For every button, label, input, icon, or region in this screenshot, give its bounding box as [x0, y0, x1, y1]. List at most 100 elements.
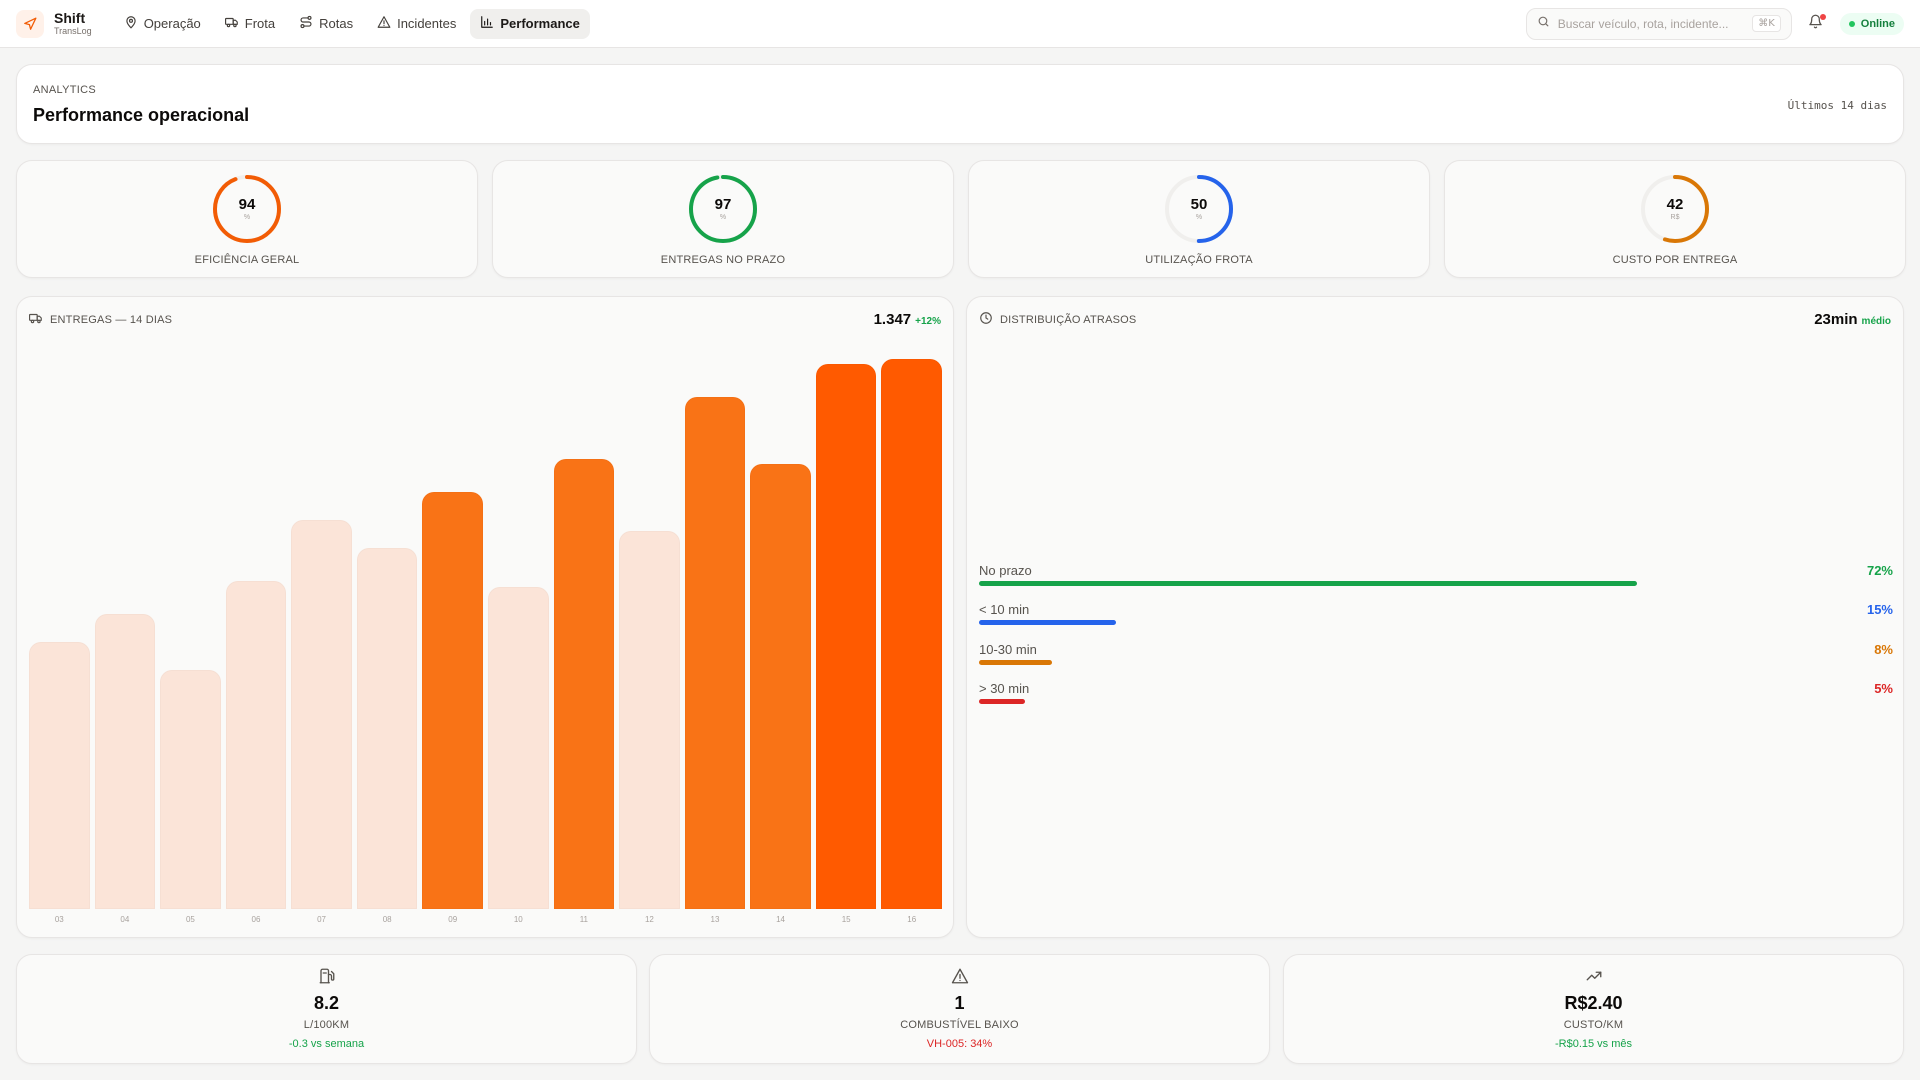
deliveries-total: 1.347: [873, 311, 912, 328]
kpi-label: EFICIÊNCIA GERAL: [194, 254, 300, 266]
stat-label: COMBUSTÍVEL BAIXO: [900, 1019, 1019, 1031]
nav-item-label: Frota: [244, 16, 276, 31]
chart-bar: [225, 580, 287, 909]
brand[interactable]: Shift TransLog: [16, 9, 92, 38]
search-box[interactable]: ⌘K: [1525, 7, 1792, 40]
nav-item-label: Incidentes: [397, 16, 457, 31]
kpi-value: 50: [1190, 196, 1208, 213]
nav-item-performance[interactable]: Performance: [470, 8, 590, 39]
navigation-arrow-icon: [16, 9, 44, 38]
nav-item-label: Rotas: [319, 16, 354, 31]
kpi-unit: %: [1195, 214, 1203, 221]
stat-label: CUSTO/KM: [1563, 1019, 1624, 1031]
nav-item-label: Operação: [143, 16, 201, 31]
stat-sub: -0.3 vs semana: [288, 1038, 365, 1050]
brand-subtitle: TransLog: [54, 26, 92, 36]
chart-bar: [553, 458, 615, 909]
delay-row-bar: [979, 620, 1117, 625]
chart-tick-label: 10: [513, 915, 523, 924]
chart-bar: [815, 364, 877, 909]
progress-ring: 94 %: [211, 173, 283, 245]
chart-tick-label: 03: [54, 915, 64, 924]
kpi-label: UTILIZAÇÃO FROTA: [1145, 254, 1253, 266]
chart-bar: [750, 464, 811, 909]
delay-row-label: > 30 min: [979, 681, 1030, 696]
top-navigation-bar: Shift TransLog Operação Frota Rotas Inci…: [0, 0, 1920, 48]
nav-item-frota[interactable]: Frota: [215, 9, 285, 39]
stat-card-custo-km: R$2.40 CUSTO/KM -R$0.15 vs mês: [1283, 954, 1904, 1064]
chart-bar: [422, 492, 483, 909]
notification-dot: [1819, 13, 1826, 20]
kpi-label: CUSTO POR ENTREGA: [1612, 254, 1738, 266]
chart-tick-label: 09: [448, 915, 458, 924]
kpi-card-utilizacao-frota: 50 % UTILIZAÇÃO FROTA: [968, 160, 1430, 278]
progress-ring: 97 %: [687, 173, 759, 245]
nav-item-rotas[interactable]: Rotas: [289, 9, 363, 39]
delay-row-bar: [979, 699, 1025, 704]
progress-ring: 50 %: [1163, 173, 1235, 245]
map-pin-icon: [124, 15, 138, 32]
search-shortcut: ⌘K: [1752, 15, 1781, 32]
stat-label: L/100KM: [303, 1019, 350, 1031]
status-dot: [1848, 20, 1855, 27]
chart-bar: [29, 642, 90, 909]
deliveries-chart-panel: ENTREGAS — 14 DIAS 1.347 +12% 03 04 05 06 07…: [16, 296, 954, 938]
chart-tick-label: 05: [185, 915, 195, 924]
stat-sub: -R$0.15 vs mês: [1554, 1038, 1633, 1050]
chart-tick-label: 14: [776, 915, 786, 924]
notifications-button[interactable]: [1806, 13, 1826, 34]
deliveries-bar-chart: 03 04 05 06 07 08 09 10 11 12 13 14 15 16: [29, 353, 947, 935]
page-eyebrow: ANALYTICS: [33, 84, 97, 96]
stat-value: R$2.40: [1564, 993, 1623, 1013]
panel-title: ENTREGAS — 14 DIAS: [50, 313, 173, 326]
chart-tick-label: 06: [251, 915, 261, 924]
delay-row-label: < 10 min: [979, 602, 1030, 617]
stat-value: 8.2: [313, 993, 340, 1013]
stat-card-combustivel-baixo: 1 COMBUSTÍVEL BAIXO VH-005: 34%: [649, 954, 1270, 1064]
chart-tick-label: 11: [579, 915, 588, 924]
panel-title: DISTRIBUIÇÃO ATRASOS: [1000, 313, 1137, 326]
kpi-value: 94: [238, 196, 256, 213]
delay-row-label: No prazo: [979, 563, 1032, 578]
status-badge: Online: [1839, 12, 1904, 35]
kpi-card-eficiencia: 94 % EFICIÊNCIA GERAL: [16, 160, 478, 278]
chart-tick-label: 07: [317, 915, 327, 924]
truck-icon: [29, 311, 43, 328]
route-icon: [299, 15, 313, 32]
delay-average-label: médio: [1861, 316, 1891, 327]
period-label: Últimos 14 dias: [1787, 99, 1887, 112]
nav-item-operacao[interactable]: Operação: [114, 9, 211, 39]
chart-tick-label: 16: [907, 915, 917, 924]
delay-row-value: 8%: [1874, 642, 1893, 657]
page-header-card: ANALYTICS Performance operacional Último…: [16, 64, 1904, 144]
stat-card-consumo: 8.2 L/100KM -0.3 vs semana: [16, 954, 637, 1064]
alert-triangle-icon: [951, 967, 969, 985]
kpi-value: 97: [714, 196, 732, 213]
delay-row-value: 5%: [1874, 681, 1893, 696]
chart-bar: [619, 530, 680, 909]
bell-icon: [1808, 14, 1823, 34]
alert-triangle-icon: [377, 15, 391, 32]
bar-chart-icon: [480, 15, 494, 32]
chart-tick-label: 04: [120, 915, 130, 924]
kpi-label: ENTREGAS NO PRAZO: [660, 254, 786, 266]
kpi-unit: %: [719, 214, 727, 221]
search-input[interactable]: [1557, 16, 1745, 31]
chart-tick-label: 08: [382, 915, 392, 924]
delay-row-value: 15%: [1866, 602, 1893, 617]
kpi-card-entregas-prazo: 97 % ENTREGAS NO PRAZO: [492, 160, 954, 278]
delay-distribution-panel: DISTRIBUIÇÃO ATRASOS 23min médio No praz…: [966, 296, 1904, 938]
kpi-card-custo-entrega: 42 R$ CUSTO POR ENTREGA: [1444, 160, 1906, 278]
chart-bar: [881, 358, 942, 909]
chart-bar: [94, 614, 156, 909]
main-nav: Operação Frota Rotas Incidentes Performa…: [114, 8, 590, 39]
kpi-unit: %: [243, 214, 251, 221]
delay-row-bar: [979, 660, 1053, 665]
delay-average: 23min: [1814, 311, 1858, 328]
nav-item-incidentes[interactable]: Incidentes: [367, 9, 466, 39]
fuel-icon: [318, 967, 336, 985]
status-label: Online: [1860, 17, 1895, 30]
kpi-value: 42: [1666, 196, 1684, 213]
chart-tick-label: 15: [841, 915, 851, 924]
delay-row-value: 72%: [1866, 563, 1893, 578]
